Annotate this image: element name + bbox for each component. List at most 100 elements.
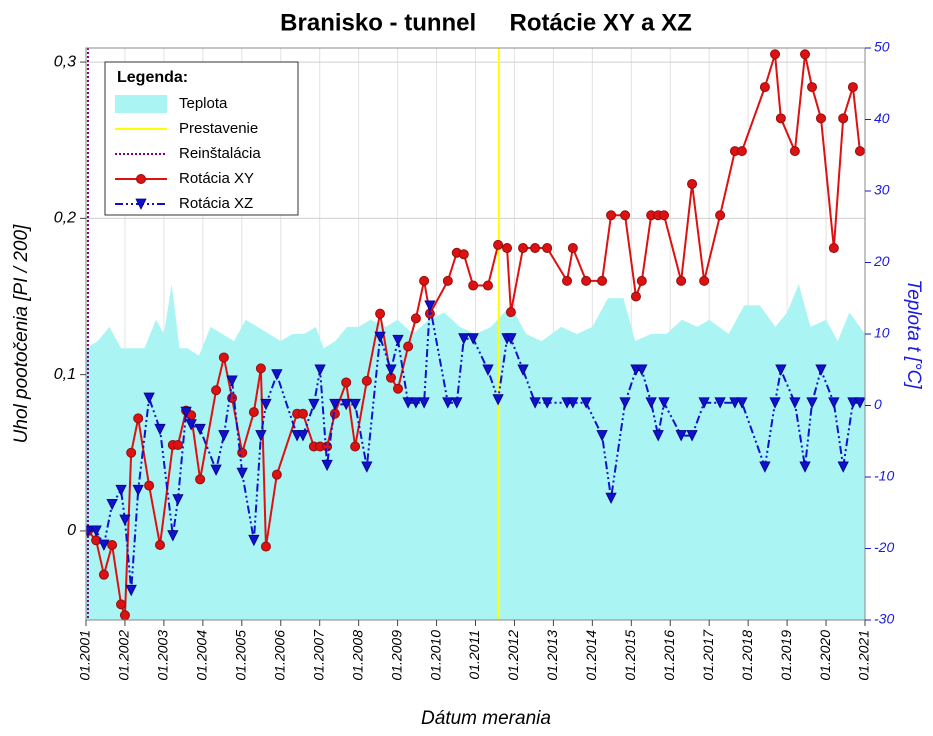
marker xyxy=(458,249,469,260)
marker xyxy=(542,243,553,254)
marker xyxy=(119,514,131,526)
y-tick-label: 0 xyxy=(67,522,76,539)
x-tick-label: 01.2002 xyxy=(116,630,132,681)
x-tick-label: 01.2007 xyxy=(310,629,326,681)
marker xyxy=(605,492,617,504)
x-tick-label: 01.2011 xyxy=(466,630,482,680)
marker xyxy=(115,484,127,497)
marker xyxy=(837,461,849,473)
marker xyxy=(652,430,664,442)
y2-tick-label: -30 xyxy=(874,611,894,627)
marker xyxy=(502,243,513,254)
marker xyxy=(210,464,222,476)
marker xyxy=(374,331,386,344)
marker xyxy=(226,375,238,387)
x-tick-label: 01.2015 xyxy=(622,630,638,681)
marker xyxy=(815,113,826,124)
marker xyxy=(567,243,578,254)
y2-tick-label: 30 xyxy=(874,182,890,198)
marker xyxy=(403,341,414,352)
marker xyxy=(714,397,726,409)
marker xyxy=(658,397,670,409)
marker xyxy=(458,333,470,345)
marker xyxy=(529,397,541,409)
marker xyxy=(125,584,137,597)
y-tick-label: 0,2 xyxy=(54,210,76,227)
x-tick-label: 01.2009 xyxy=(388,630,404,681)
y-tick-label: 0,1 xyxy=(54,366,76,383)
marker xyxy=(392,334,404,347)
marker xyxy=(218,352,229,363)
marker xyxy=(424,300,436,312)
y2-tick-label: -20 xyxy=(874,539,894,555)
marker xyxy=(596,430,608,442)
marker xyxy=(98,569,109,580)
marker xyxy=(493,239,504,250)
x-tick-label: 01.2016 xyxy=(661,630,677,681)
marker xyxy=(116,599,127,610)
marker xyxy=(759,82,770,93)
marker xyxy=(854,397,865,409)
marker xyxy=(185,419,197,431)
marker xyxy=(759,461,771,473)
marker xyxy=(98,539,110,551)
marker xyxy=(789,146,800,157)
marker xyxy=(402,397,414,409)
legend-label: Reinštalácia xyxy=(179,145,261,162)
x-tick-label: 01.2017 xyxy=(700,629,716,681)
y2-tick-label: 50 xyxy=(874,39,890,55)
x-tick-label: 01.2013 xyxy=(544,630,560,681)
marker xyxy=(308,398,320,411)
marker xyxy=(789,397,801,409)
marker xyxy=(329,408,340,419)
marker xyxy=(581,275,592,286)
y2-tick-label: 0 xyxy=(874,396,882,412)
marker xyxy=(392,383,403,394)
marker xyxy=(297,408,308,419)
y2-tick-label: 40 xyxy=(874,110,890,126)
marker xyxy=(729,397,741,409)
marker xyxy=(260,398,272,411)
marker xyxy=(211,385,222,396)
x-tick-label: 01.2001 xyxy=(77,630,93,681)
marker xyxy=(467,333,479,345)
marker xyxy=(451,397,463,409)
marker xyxy=(687,178,698,189)
marker xyxy=(675,430,687,442)
marker xyxy=(807,82,818,93)
marker xyxy=(736,397,748,409)
marker xyxy=(350,441,361,452)
marker xyxy=(715,210,726,221)
x-tick-label: 01.2010 xyxy=(427,630,443,681)
marker xyxy=(419,275,430,286)
marker xyxy=(505,333,517,345)
marker xyxy=(686,430,698,442)
legend-title: Legenda: xyxy=(117,69,188,86)
marker xyxy=(86,525,94,537)
marker xyxy=(580,397,592,409)
marker xyxy=(340,398,352,411)
marker xyxy=(194,423,206,436)
x-axis-label: Dátum merania xyxy=(421,708,551,729)
marker xyxy=(133,413,144,424)
marker xyxy=(321,459,333,472)
x-tick-label: 01.2014 xyxy=(583,630,599,681)
x-tick-label: 01.2020 xyxy=(817,630,833,681)
marker xyxy=(854,146,865,157)
marker xyxy=(620,210,631,221)
marker xyxy=(271,369,283,381)
marker xyxy=(799,461,811,473)
marker xyxy=(255,363,266,374)
legend-label: Rotácia XZ xyxy=(179,195,253,212)
marker xyxy=(172,439,183,450)
marker xyxy=(698,397,710,409)
legend: Legenda: Teplota Prestavenie Reinštalácia Ro… xyxy=(104,61,299,216)
marker xyxy=(218,430,230,442)
marker xyxy=(828,243,839,254)
marker xyxy=(107,539,118,550)
legend-label: Rotácia XY xyxy=(179,170,254,187)
x-tick-label: 01.2021 xyxy=(856,630,872,681)
marker xyxy=(442,275,453,286)
y2-tick-label: 20 xyxy=(873,253,890,269)
